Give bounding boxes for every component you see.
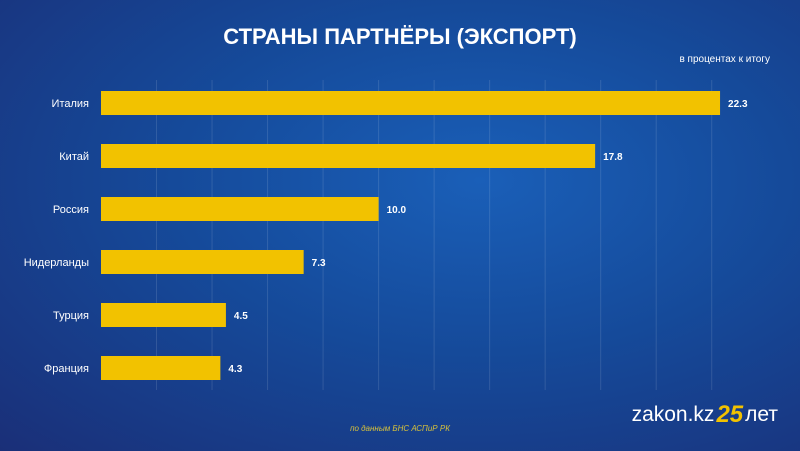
chart-subtitle: в процентах к итогу	[679, 54, 770, 65]
logo: zakon.kz 25 лет	[632, 401, 778, 429]
value-label: 4.3	[228, 364, 242, 375]
source-note: по данным БНС АСПиР РК	[350, 424, 450, 433]
bar	[101, 91, 721, 115]
chart-title: СТРАНЫ ПАРТНЁРЫ (ЭКСПОРТ)	[223, 24, 577, 49]
category-label: Италия	[52, 98, 90, 110]
logo-text: zakon.kz	[631, 403, 715, 426]
category-label: Нидерланды	[24, 257, 89, 269]
bar	[101, 197, 379, 221]
value-label: 7.3	[312, 258, 326, 269]
bar	[101, 144, 596, 168]
category-label: Франция	[44, 363, 89, 375]
category-label: Турция	[53, 310, 89, 322]
value-label: 10.0	[387, 205, 407, 216]
value-label: 22.3	[728, 99, 748, 110]
category-label: Россия	[53, 204, 89, 216]
value-label: 17.8	[603, 152, 623, 163]
value-label: 4.5	[234, 311, 248, 322]
bar	[101, 250, 304, 274]
bar	[101, 303, 226, 327]
category-label: Китай	[59, 151, 89, 163]
bar	[101, 356, 221, 380]
logo-suffix: лет	[745, 403, 778, 426]
logo-number: 25	[716, 401, 744, 428]
